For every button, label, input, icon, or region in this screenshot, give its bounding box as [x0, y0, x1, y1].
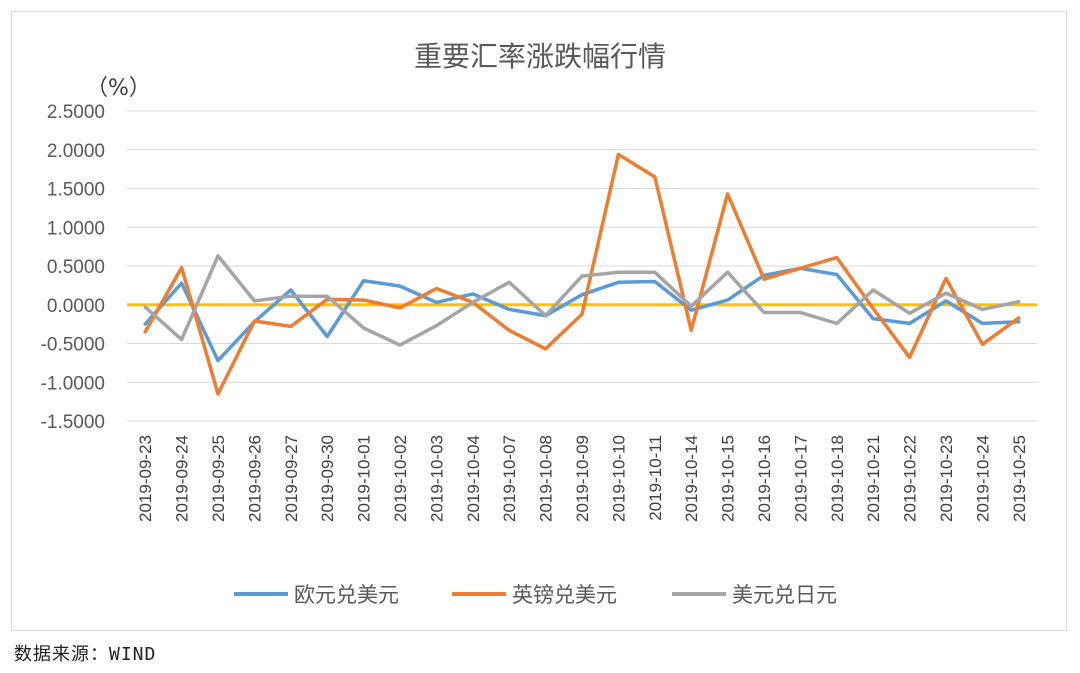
- legend-label: 英镑兑美元: [512, 583, 617, 607]
- y-tick-label: -0.5000: [41, 335, 105, 356]
- x-tick-label: 2019-10-15: [719, 435, 738, 522]
- x-tick-label: 2019-10-08: [537, 435, 556, 522]
- chart-title: 重要汇率涨跌幅行情: [414, 40, 666, 73]
- x-tick-label: 2019-09-26: [245, 435, 264, 522]
- y-tick-labels: 2.5000 2.0000 1.5000 1.0000 0.5000 0.0000 -0.5…: [41, 102, 105, 433]
- x-tick-label: 2019-10-18: [828, 435, 847, 522]
- chart-frame: 重要汇率涨跌幅行情 （%） 2.5000 2.0000 1.5000 1.0000 0.…: [11, 11, 1067, 631]
- y-tick-label: 0.0000: [47, 296, 105, 317]
- x-tick-label: 2019-09-24: [173, 435, 192, 522]
- source-note: 数据来源：WIND: [14, 644, 157, 665]
- y-tick-label: -1.5000: [41, 412, 105, 433]
- x-tick-label: 2019-10-16: [755, 435, 774, 522]
- series-line-3: [143, 254, 1021, 347]
- x-tick-label: 2019-10-09: [573, 435, 592, 522]
- x-tick-label: 2019-10-17: [791, 435, 810, 522]
- chart-svg: 重要汇率涨跌幅行情 （%） 2.5000 2.0000 1.5000 1.0000 0.…: [41, 40, 1037, 607]
- series-layer: [143, 152, 1021, 396]
- x-tick-label: 2019-09-23: [136, 435, 155, 522]
- x-tick-label: 2019-09-25: [209, 435, 228, 522]
- x-tick-label: 2019-10-01: [355, 435, 374, 522]
- x-tick-label: 2019-10-22: [901, 435, 920, 522]
- y-axis-unit-label: （%）: [86, 76, 151, 101]
- x-tick-label: 2019-09-27: [282, 435, 301, 522]
- x-tick-label: 2019-10-21: [864, 435, 883, 522]
- grid-layer: [127, 110, 1037, 422]
- legend-label: 美元兑日元: [732, 583, 837, 607]
- x-tick-label: 2019-10-14: [682, 435, 701, 522]
- x-tick-label: 2019-10-07: [500, 435, 519, 522]
- x-tick-label: 2019-10-04: [464, 435, 483, 522]
- legend-label: 欧元兑美元: [294, 583, 399, 607]
- y-tick-label: 2.0000: [47, 141, 105, 162]
- x-tick-label: 2019-10-02: [391, 435, 410, 522]
- series-line-2: [143, 152, 1021, 396]
- x-tick-label: 2019-10-25: [1010, 435, 1029, 522]
- x-tick-label: 2019-09-30: [318, 435, 337, 522]
- x-tick-label: 2019-10-24: [973, 435, 992, 522]
- x-tick-label: 2019-10-03: [427, 435, 446, 522]
- y-tick-label: 0.5000: [47, 257, 105, 278]
- legend: 欧元兑美元 英镑兑美元 美元兑日元: [234, 583, 837, 607]
- x-tick-labels: 2019-09-23 2019-09-24 2019-09-25 2019-09-26…: [136, 435, 1029, 522]
- y-tick-label: 1.5000: [47, 180, 105, 201]
- series-line-1: [143, 266, 1021, 363]
- y-tick-label: -1.0000: [41, 373, 105, 394]
- y-tick-label: 2.5000: [47, 102, 105, 123]
- x-tick-label: 2019-10-10: [609, 435, 628, 522]
- y-tick-label: 1.0000: [47, 218, 105, 239]
- x-tick-label: 2019-10-23: [937, 435, 956, 522]
- x-tick-label: 2019-10-11: [646, 435, 665, 521]
